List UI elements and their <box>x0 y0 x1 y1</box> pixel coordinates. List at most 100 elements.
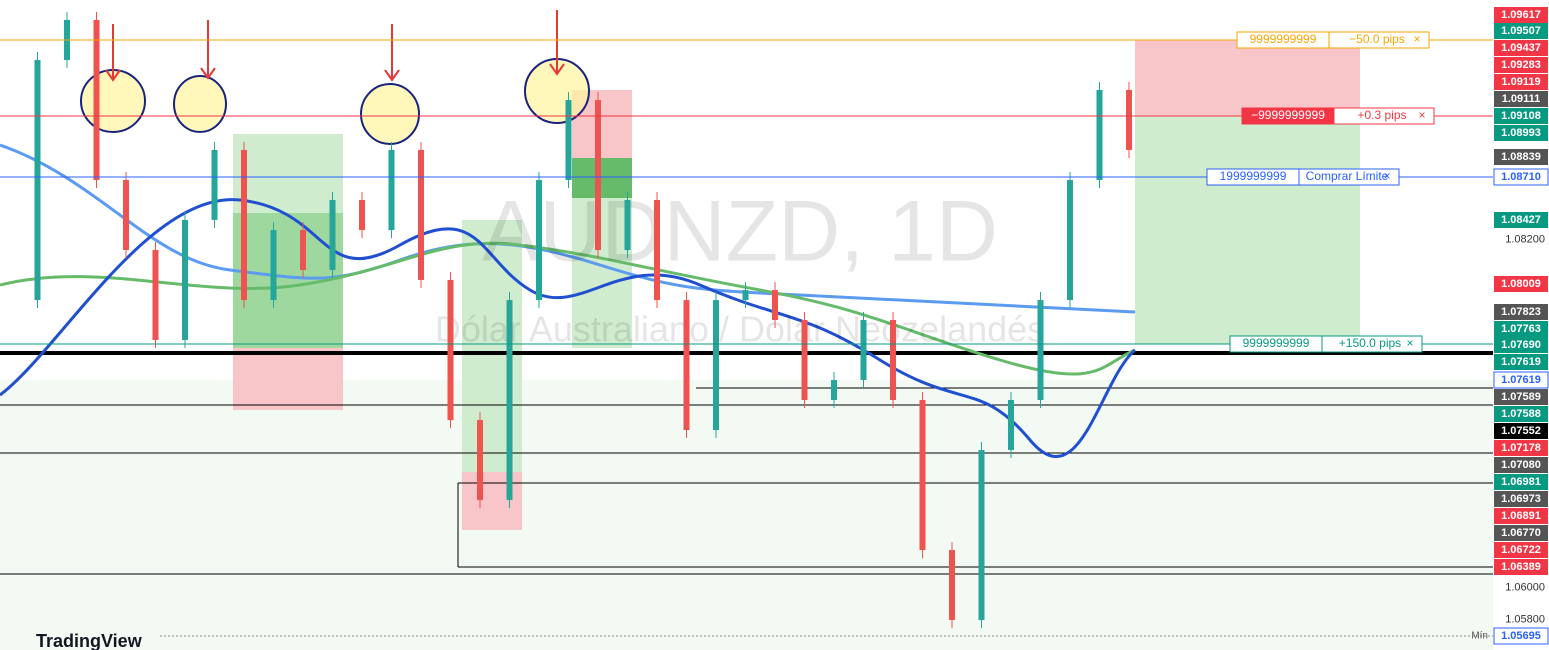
price-badge <box>1494 23 1548 39</box>
order-qty: 9999999999 <box>1250 32 1317 46</box>
price-badge <box>1494 542 1548 558</box>
price-badge <box>1493 371 1549 389</box>
levels <box>0 387 1493 575</box>
price-badge <box>1494 7 1548 23</box>
price-badge-label: 1.05695 <box>1501 630 1541 642</box>
price-badge-label: 1.09283 <box>1501 59 1541 71</box>
candle <box>890 320 896 400</box>
candle <box>595 100 601 251</box>
candle <box>919 399 926 551</box>
candle <box>683 300 690 431</box>
candle <box>34 60 41 301</box>
candle <box>477 420 483 501</box>
order-text: +150.0 pips <box>1339 336 1401 350</box>
price-badge <box>1493 168 1549 186</box>
price-badge <box>1494 508 1548 524</box>
price-badge <box>1494 304 1548 320</box>
price-badge <box>1494 125 1548 141</box>
price-badge-label: 1.07619 <box>1501 356 1541 368</box>
price-badge-label: 1.06973 <box>1501 493 1541 505</box>
price-badge-label: 1.07178 <box>1501 442 1541 454</box>
candle <box>860 320 867 381</box>
watermark-description: Dólar Australiano / Dólar Neozelandés <box>435 309 1045 350</box>
price-badge-label: 1.09617 <box>1501 9 1541 21</box>
zone <box>0 380 1493 650</box>
price-badge-label: 1.09111 <box>1502 93 1541 105</box>
price-badge <box>1494 40 1548 56</box>
price-badge <box>1494 337 1548 353</box>
candle <box>93 19 100 181</box>
price-badge-label: 1.07552 <box>1501 425 1541 437</box>
candle <box>123 180 129 251</box>
price-badge <box>1494 276 1548 292</box>
order-text: Comprar Límite <box>1306 169 1389 183</box>
price-badge <box>1494 212 1548 228</box>
price-badge-label: 1.07619 <box>1501 374 1541 386</box>
order-close[interactable]: × <box>1383 169 1390 183</box>
min-label: Mín <box>1471 631 1488 642</box>
order-qty: 1999999999 <box>1220 169 1287 183</box>
order-text: +0.3 pips <box>1357 108 1406 122</box>
price-badge-label: 1.09437 <box>1501 42 1541 54</box>
price-badge <box>1494 74 1548 90</box>
logo: TradingView <box>36 631 143 650</box>
candle <box>978 450 985 621</box>
price-badge <box>1494 149 1548 165</box>
price-badge <box>1494 474 1548 490</box>
price-badge <box>1494 559 1548 575</box>
price-badge-label: 1.06389 <box>1501 561 1541 573</box>
target-zone <box>1135 116 1360 344</box>
price-badge-label: 1.06770 <box>1501 527 1541 539</box>
order-close[interactable]: × <box>1418 108 1425 122</box>
y-tick-label: 1.06000 <box>1505 582 1545 594</box>
price-badge <box>1494 108 1548 124</box>
price-badge <box>1494 389 1548 405</box>
price-badge-label: 1.08839 <box>1501 151 1541 163</box>
price-badge <box>1494 57 1548 73</box>
price-badge <box>1493 627 1549 645</box>
price-badge-label: 1.07763 <box>1501 323 1541 335</box>
candle <box>654 199 660 301</box>
zone <box>233 348 343 410</box>
order-text: −50.0 pips <box>1349 32 1405 46</box>
candle <box>270 230 277 301</box>
candle <box>713 300 719 431</box>
price-badge-label: 1.07823 <box>1501 306 1541 318</box>
candle <box>1008 399 1014 451</box>
price-badge-label: 1.09507 <box>1501 25 1541 37</box>
price-badge-label: 1.06722 <box>1501 544 1541 556</box>
price-badge-label: 1.07080 <box>1501 459 1541 471</box>
candle <box>1067 180 1073 301</box>
candle <box>211 149 218 220</box>
order-qty-bg <box>1241 107 1335 125</box>
price-badge-label: 1.08710 <box>1501 171 1541 183</box>
price-badge <box>1494 91 1548 107</box>
watermark-symbol: AUDNZD, 1D <box>482 184 998 280</box>
price-badge-label: 1.06981 <box>1501 476 1541 488</box>
candle <box>565 100 572 181</box>
candle <box>742 290 749 301</box>
order-close[interactable]: × <box>1413 32 1420 46</box>
order-qty: 9999999999 <box>1243 336 1310 350</box>
ma <box>0 241 1136 376</box>
candle <box>388 149 395 231</box>
candle <box>359 199 365 231</box>
candle <box>772 290 778 321</box>
order-qty-bg <box>1206 168 1300 186</box>
price-badge <box>1494 406 1548 422</box>
arrows <box>105 10 565 82</box>
price-badge <box>1494 525 1548 541</box>
price-badge-label: 1.07589 <box>1501 391 1541 403</box>
order-close[interactable]: × <box>1406 336 1413 350</box>
price-badge-label: 1.09119 <box>1501 76 1540 88</box>
candle <box>949 550 955 621</box>
axis-labels: 1.086001.082001.060001.058001.096171.095… <box>1493 7 1549 645</box>
price-badge <box>1494 321 1548 337</box>
candle <box>1126 89 1132 150</box>
candle <box>624 199 631 251</box>
y-tick-label: 1.05800 <box>1505 613 1545 625</box>
candle <box>418 149 424 280</box>
orders: 9999999999 −50.0 pips × −9999999999 +0.3 pip… <box>0 31 1493 353</box>
stop-zone <box>1135 40 1360 116</box>
